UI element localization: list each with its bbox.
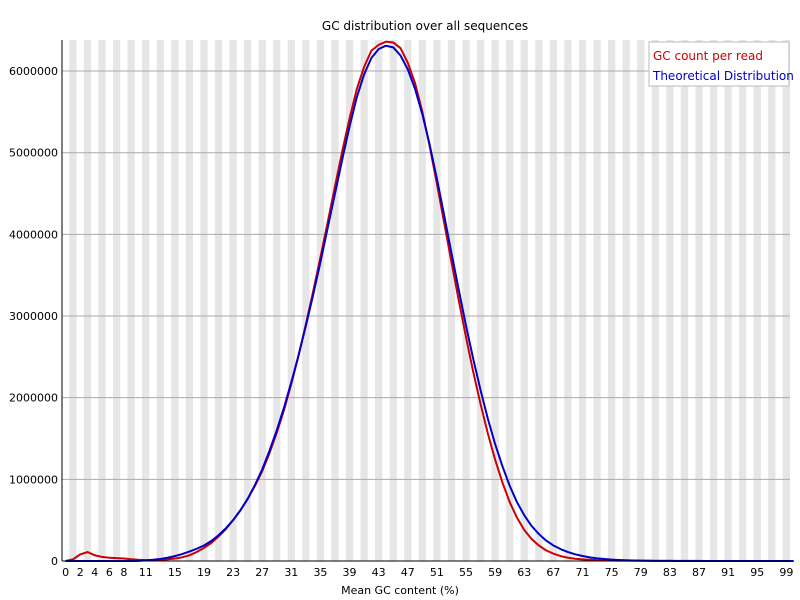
y-tick-label: 2000000 (9, 392, 58, 405)
background-band (389, 40, 397, 561)
x-tick-label: 15 (168, 566, 182, 579)
background-band (98, 40, 106, 561)
x-tick-label: 0 (62, 566, 69, 579)
x-tick-label: 67 (546, 566, 560, 579)
background-band (331, 40, 339, 561)
background-band (709, 40, 718, 561)
x-tick-label: 4 (91, 566, 98, 579)
background-band (433, 40, 441, 561)
x-tick-label: 63 (517, 566, 531, 579)
x-tick-label: 19 (197, 566, 211, 579)
background-band (666, 40, 674, 561)
x-tick-label: 91 (721, 566, 735, 579)
background-band (83, 40, 92, 561)
background-band (782, 40, 790, 561)
x-tick-label: 23 (226, 566, 240, 579)
background-band (622, 40, 630, 561)
background-band (112, 40, 121, 561)
x-tick-label: 75 (605, 566, 619, 579)
background-band (404, 40, 412, 561)
x-tick-label: 27 (255, 566, 269, 579)
y-tick-label: 1000000 (9, 473, 58, 486)
background-band (185, 40, 194, 561)
background-band (214, 40, 223, 561)
background-band (273, 40, 281, 561)
background-band (462, 40, 470, 561)
background-band (753, 40, 761, 561)
background-band (549, 40, 558, 561)
background-band (316, 40, 325, 561)
x-tick-label: 39 (343, 566, 357, 579)
background-band (593, 40, 601, 561)
chart-title: GC distribution over all sequences (322, 19, 528, 33)
y-tick-label: 5000000 (9, 147, 58, 160)
background-band (142, 40, 150, 561)
background-band (768, 40, 776, 561)
background-band (739, 40, 747, 561)
background-band (447, 40, 456, 561)
y-tick-label: 4000000 (9, 228, 58, 241)
y-tick-label: 0 (51, 555, 58, 568)
x-tick-label: 83 (663, 566, 677, 579)
background-band (258, 40, 266, 561)
background-band (491, 40, 499, 561)
legend-entry-gc-count: GC count per read (653, 49, 763, 63)
x-tick-label: 43 (372, 566, 386, 579)
legend-box (648, 41, 790, 87)
background-band (695, 40, 703, 561)
background-band (244, 40, 252, 561)
x-tick-label: 11 (139, 566, 153, 579)
x-tick-label: 47 (401, 566, 415, 579)
background-band (680, 40, 689, 561)
x-tick-label: 87 (692, 566, 706, 579)
x-tick-label: 71 (576, 566, 590, 579)
x-tick-label: 99 (779, 566, 793, 579)
background-band (506, 40, 514, 561)
x-tick-label: 31 (284, 566, 298, 579)
background-band (171, 40, 179, 561)
x-tick-label: 35 (313, 566, 327, 579)
background-band (564, 40, 572, 561)
x-tick-label: 2 (77, 566, 84, 579)
background-band (200, 40, 208, 561)
background-band (127, 40, 135, 561)
background-band (651, 40, 659, 561)
x-tick-label: 95 (750, 566, 764, 579)
background-band (520, 40, 528, 561)
x-tick-label: 8 (120, 566, 127, 579)
tick-labels: 0 1000000 2000000 3000000 4000000 5000000 6000… (9, 65, 793, 579)
background-band (360, 40, 368, 561)
background-band (229, 40, 237, 561)
plot-background (62, 40, 790, 561)
background-band (156, 40, 164, 561)
legend-entry-theoretical: Theoretical Distribution (652, 69, 794, 83)
y-tick-label: 6000000 (9, 65, 58, 78)
background-band (302, 40, 310, 561)
background-band (345, 40, 354, 561)
y-tick-label: 3000000 (9, 310, 58, 323)
background-band (287, 40, 295, 561)
background-band (724, 40, 732, 561)
x-tick-label: 79 (634, 566, 648, 579)
background-band (578, 40, 587, 561)
background-band (418, 40, 426, 561)
x-tick-label: 59 (488, 566, 502, 579)
background-band (637, 40, 645, 561)
legend: GC count per read Theoretical Distributi… (648, 41, 794, 87)
x-tick-label: 51 (430, 566, 444, 579)
background-band (608, 40, 616, 561)
background-band (375, 40, 383, 561)
x-tick-label: 6 (106, 566, 113, 579)
x-axis-label: Mean GC content (%) (341, 584, 459, 597)
background-band (476, 40, 485, 561)
x-tick-label: 55 (459, 566, 473, 579)
axes (61, 40, 790, 562)
background-band (69, 40, 77, 561)
background-band (535, 40, 543, 561)
